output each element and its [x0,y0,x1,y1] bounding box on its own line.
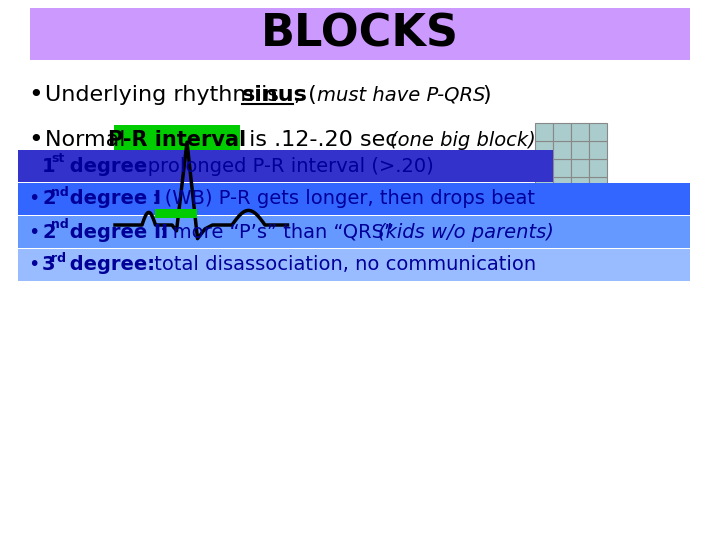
Bar [18,249,690,281]
Text: •: • [28,255,40,274]
FancyBboxPatch shape [30,8,690,60]
Text: , (: , ( [294,85,317,105]
Text: degree II: degree II [63,222,168,241]
Bar [553,177,571,195]
Bar [535,123,553,141]
Bar [571,123,589,141]
Bar [18,150,553,182]
Text: 1: 1 [42,157,55,176]
Text: P-R interval: P-R interval [108,130,246,150]
Bar [571,177,589,195]
Text: total disassociation, no communication: total disassociation, no communication [148,255,536,274]
Text: degree:: degree: [63,255,155,274]
Bar [589,177,607,195]
Text: is .12-.20 sec: is .12-.20 sec [242,130,405,150]
Text: Normal: Normal [45,130,132,150]
Bar [589,123,607,141]
Bar [589,159,607,177]
Text: : (WB) P-R gets longer, then drops beat: : (WB) P-R gets longer, then drops beat [152,190,535,208]
Text: •: • [28,128,42,152]
Text: st: st [51,152,64,165]
Text: : prolonged P-R interval (>.20): : prolonged P-R interval (>.20) [135,157,433,176]
Text: degree: degree [63,157,148,176]
Bar [553,123,571,141]
Bar [571,141,589,159]
Text: •: • [28,83,42,107]
Bar [18,183,690,215]
Bar [571,159,589,177]
Bar [535,177,553,195]
Bar [18,216,690,248]
Text: Underlying rhythm is: Underlying rhythm is [45,85,286,105]
Text: must have P-QRS: must have P-QRS [317,85,485,105]
Text: 3: 3 [42,255,55,274]
Text: ): ) [482,85,490,105]
Text: 2: 2 [42,222,55,241]
Bar [155,209,197,218]
Bar [553,141,571,159]
Text: BLOCKS: BLOCKS [261,12,459,56]
Text: sinus: sinus [242,85,308,105]
Text: nd: nd [51,186,68,199]
Text: 2: 2 [42,190,55,208]
Text: •: • [28,190,40,208]
Text: (one big block): (one big block) [390,131,536,150]
Bar [553,159,571,177]
Text: rd: rd [51,252,66,265]
Text: (kids w/o parents): (kids w/o parents) [378,222,554,241]
Text: degree I: degree I [63,190,161,208]
Bar [535,159,553,177]
FancyBboxPatch shape [114,125,240,156]
Text: : more “P’s” than “QRS”: : more “P’s” than “QRS” [160,222,400,241]
Bar [589,141,607,159]
Bar [535,141,553,159]
Text: nd: nd [51,219,68,232]
Text: •: • [28,222,40,241]
